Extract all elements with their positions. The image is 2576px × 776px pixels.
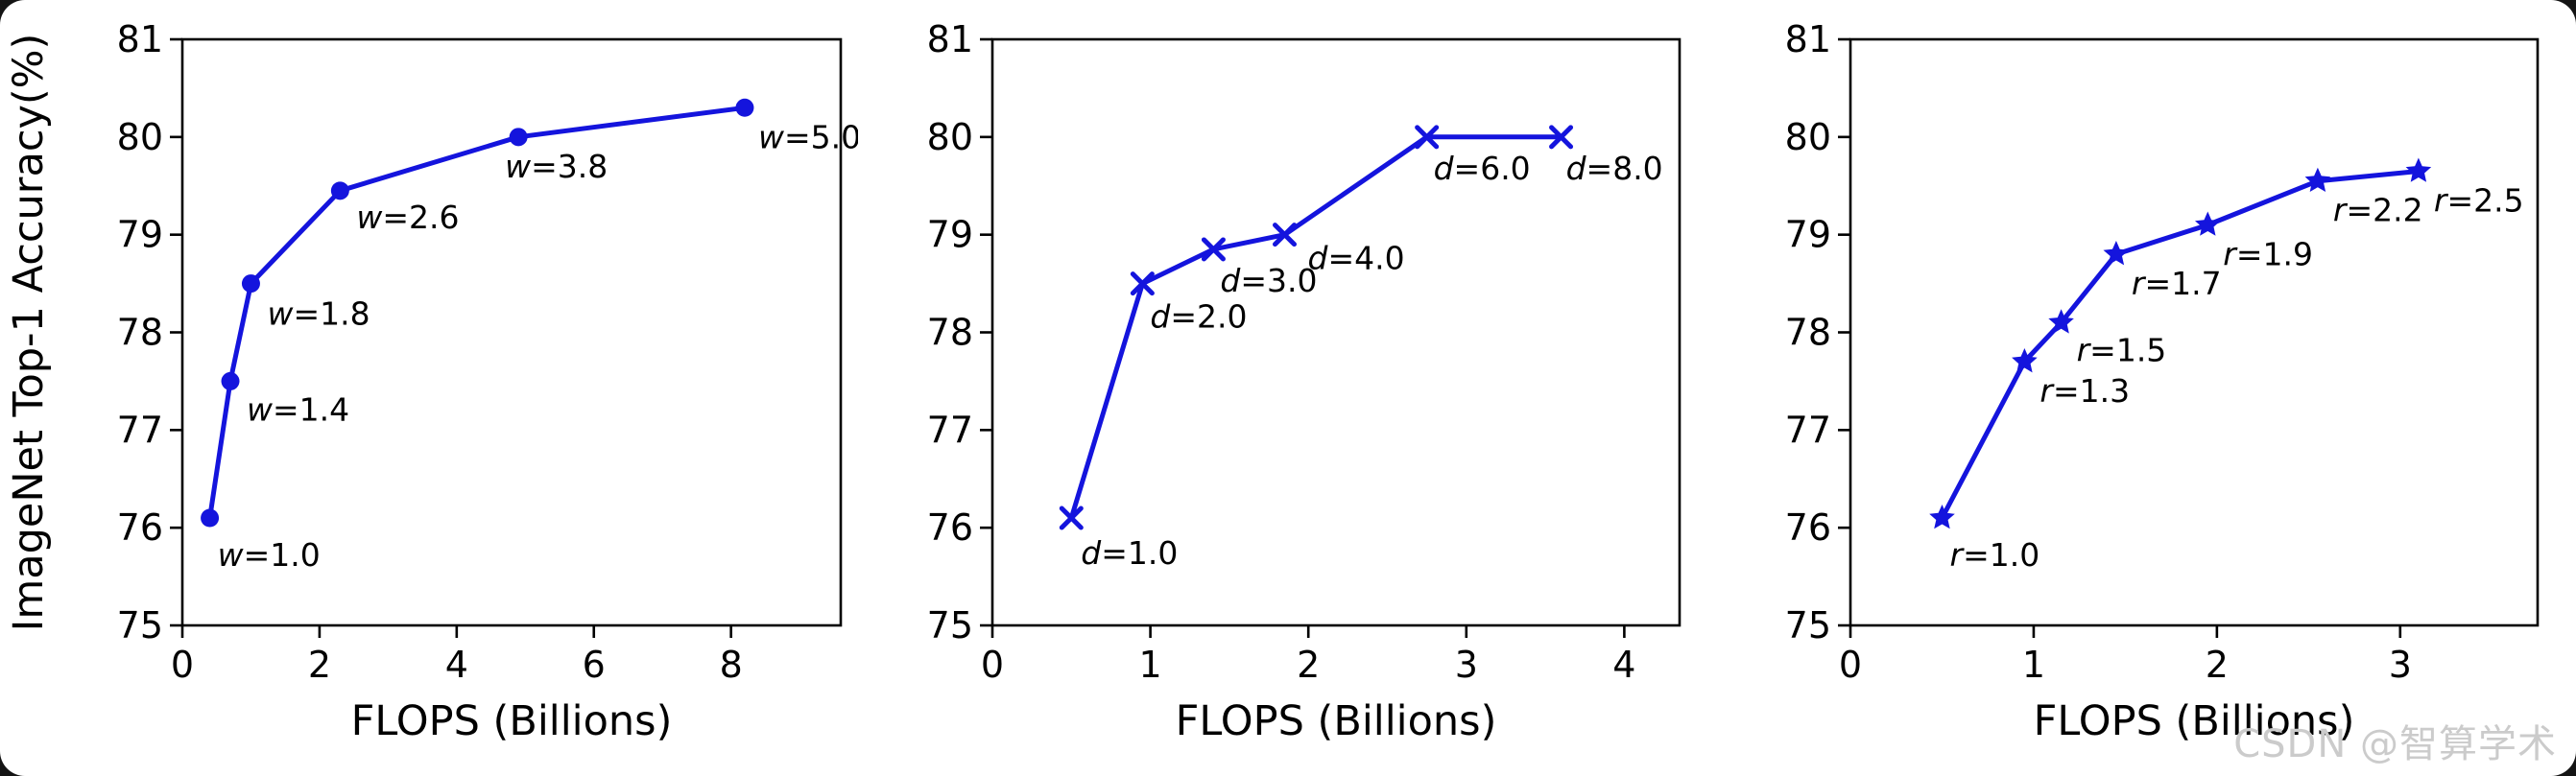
x-marker: [1201, 237, 1226, 262]
x-tick-label: 1: [1139, 644, 1162, 686]
circle-marker: [330, 181, 349, 200]
point-label: d=8.0: [1566, 150, 1663, 187]
x-axis-label: FLOPS (Billions): [1176, 697, 1497, 745]
point-label: w=1.0: [218, 536, 321, 574]
y-tick-label: 78: [927, 312, 973, 354]
star-marker: [2405, 157, 2432, 182]
x-tick-label: 2: [2206, 644, 2229, 686]
y-tick-label: 77: [927, 409, 973, 451]
data-markers: [201, 98, 754, 528]
x-tick-label: 4: [445, 644, 468, 686]
circle-marker: [201, 508, 220, 528]
point-label: d=1.0: [1081, 534, 1178, 572]
y-tick-label: 76: [1785, 506, 1831, 549]
point-label: r=2.5: [2434, 182, 2524, 220]
circle-marker: [241, 274, 260, 294]
y-tick-label: 81: [1785, 18, 1831, 60]
point-annotations: r=1.0 r=1.3 r=1.5 r=1.7r=1.9 r=2.2 r=2.5: [1950, 182, 2524, 575]
point-label: w=1.4: [247, 390, 349, 428]
x-axis-label: FLOPS (Billions): [351, 697, 673, 745]
point-label: r=1.7: [2132, 265, 2222, 302]
point-label: r=1.3: [2039, 372, 2130, 410]
x-marker: [1130, 271, 1155, 296]
data-markers: [1929, 157, 2432, 529]
x-tick-label: 6: [583, 644, 606, 686]
point-label: d=4.0: [1308, 240, 1405, 277]
tick-labels: 0 1 2 3 75 76 77 78 79 80 81: [1785, 18, 2412, 686]
y-tick-label: 79: [117, 214, 163, 256]
y-tick-label: 75: [1785, 604, 1831, 647]
y-tick-label: 80: [117, 116, 163, 158]
y-tick-label: 78: [117, 312, 163, 354]
star-marker: [2103, 241, 2130, 266]
x-tick-label: 3: [2389, 644, 2412, 686]
data-markers: [1059, 125, 1574, 530]
y-tick-label: 76: [927, 506, 973, 549]
point-label: r=1.9: [2223, 236, 2313, 273]
x-tick-label: 8: [720, 644, 743, 686]
chart-width-scaling: 0 2 4 6 8 75 76 77 78 79 80 81 FLOPS (Billions) Image…: [5, 18, 858, 745]
x-marker: [1415, 125, 1440, 150]
y-tick-label: 76: [117, 506, 163, 549]
tick-labels: 0 1 2 3 4 75 76 77 78 79 80 81: [927, 18, 1636, 686]
data-line: [1068, 134, 1564, 521]
point-label: d=6.0: [1434, 150, 1531, 187]
star-marker: [2012, 348, 2038, 373]
chart-depth-scaling: 0 1 2 3 4 75 76 77 78 79 80 81 FLOPS (Billions) d=1.0…: [927, 18, 1682, 745]
circle-marker: [221, 371, 240, 390]
x-tick-label: 4: [1612, 644, 1635, 686]
point-label: w=3.8: [505, 148, 608, 185]
point-label: w=1.8: [268, 295, 370, 333]
point-label: r=1.0: [1950, 536, 2040, 574]
data-line: [207, 105, 748, 521]
y-tick-label: 80: [1785, 116, 1831, 158]
point-label: d=2.0: [1150, 298, 1247, 336]
point-label: d=3.0: [1220, 262, 1317, 299]
x-marker: [1273, 223, 1298, 247]
x-tick-label: 3: [1455, 644, 1478, 686]
x-tick-label: 0: [1839, 644, 1862, 686]
point-label: w=2.6: [356, 199, 459, 236]
x-tick-label: 0: [981, 644, 1004, 686]
star-marker: [2048, 309, 2074, 334]
y-tick-label: 75: [927, 604, 973, 647]
point-annotations: d=1.0 d=2.0d=3.0d=4.0 d=6.0 d=8.0: [1081, 150, 1662, 572]
y-axis-label: ImageNet Top-1 Accuracy(%): [5, 34, 53, 632]
y-tick-label: 77: [1785, 409, 1831, 451]
x-marker: [1549, 125, 1574, 150]
y-tick-label: 80: [927, 116, 973, 158]
star-marker: [2304, 167, 2331, 192]
tick-labels: 0 2 4 6 8 75 76 77 78 79 80 81: [117, 18, 743, 686]
point-label: r=2.2: [2333, 192, 2423, 229]
circle-marker: [509, 128, 528, 147]
point-label: r=1.5: [2077, 331, 2167, 368]
x-tick-label: 2: [308, 644, 331, 686]
y-tick-label: 77: [117, 409, 163, 451]
circle-marker: [735, 98, 754, 117]
axis-ticks: [980, 37, 1626, 638]
y-tick-label: 81: [117, 18, 163, 60]
y-tick-label: 81: [927, 18, 973, 60]
axis-ticks: [1838, 37, 2402, 638]
star-marker: [1929, 505, 1955, 529]
axis-ticks: [170, 37, 732, 638]
y-tick-label: 79: [1785, 214, 1831, 256]
y-tick-label: 79: [927, 214, 973, 256]
y-tick-label: 78: [1785, 312, 1831, 354]
y-tick-label: 75: [117, 604, 163, 647]
x-tick-label: 1: [2022, 644, 2045, 686]
point-label: w=5.0: [758, 118, 858, 155]
x-tick-label: 2: [1297, 644, 1320, 686]
star-marker: [2195, 211, 2221, 236]
x-axis-label: FLOPS (Billions): [2034, 697, 2355, 745]
x-tick-label: 0: [171, 644, 194, 686]
x-marker: [1059, 506, 1084, 530]
point-annotations: w=1.0 w=1.4 w=1.8 w=2.6 w=3.8 w=5.0: [218, 118, 858, 574]
